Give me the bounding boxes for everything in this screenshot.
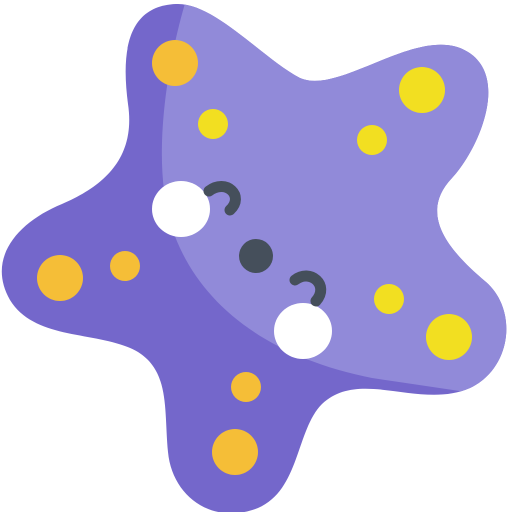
spot — [357, 125, 387, 155]
eye-left — [203, 181, 241, 216]
cheek-left — [152, 181, 210, 237]
mouth — [239, 239, 273, 273]
eye-right — [289, 270, 327, 307]
face — [152, 181, 332, 359]
spot — [152, 40, 198, 86]
spot — [231, 372, 261, 402]
spot — [374, 284, 404, 314]
spot — [399, 67, 445, 113]
spots — [37, 40, 472, 475]
spot — [212, 429, 258, 475]
spot — [198, 109, 228, 139]
cheek-right — [274, 303, 332, 359]
spot — [37, 255, 83, 301]
spot — [426, 314, 472, 360]
spot — [110, 251, 140, 281]
